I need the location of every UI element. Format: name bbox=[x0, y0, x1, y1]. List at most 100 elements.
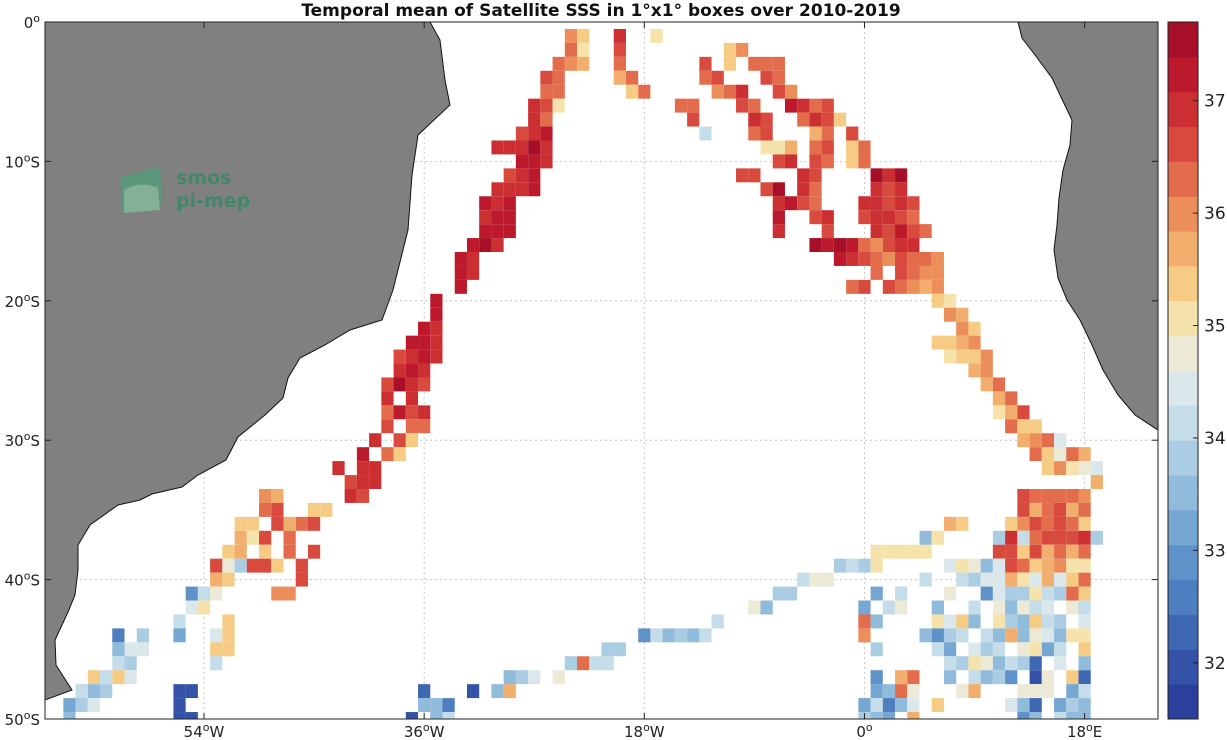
sss-cell bbox=[968, 349, 981, 364]
sss-cell bbox=[1017, 488, 1030, 503]
sss-cell bbox=[931, 698, 944, 713]
sss-cell bbox=[552, 84, 565, 99]
sss-cell bbox=[809, 238, 822, 253]
sss-cell bbox=[943, 307, 957, 322]
sss-cell bbox=[992, 600, 1006, 615]
sss-cell bbox=[63, 698, 76, 713]
sss-cell bbox=[271, 488, 284, 503]
sss-cell bbox=[638, 628, 651, 643]
sss-cell bbox=[956, 684, 969, 699]
sss-cell bbox=[1041, 600, 1055, 615]
sss-cell bbox=[895, 544, 908, 559]
sss-cell bbox=[1066, 628, 1079, 643]
colorbar-swatch bbox=[1168, 22, 1198, 58]
sss-cell bbox=[540, 112, 553, 127]
sss-cell bbox=[1066, 586, 1079, 601]
sss-cell bbox=[1017, 614, 1030, 629]
sss-cell bbox=[846, 252, 859, 266]
sss-cell bbox=[980, 377, 993, 392]
sss-cell bbox=[662, 628, 675, 643]
sss-cell bbox=[246, 516, 260, 531]
sss-cell bbox=[405, 391, 419, 406]
sss-cell bbox=[430, 698, 443, 713]
sss-cell bbox=[418, 377, 431, 392]
sss-cell bbox=[503, 140, 516, 155]
sss-cell bbox=[1066, 712, 1079, 719]
sss-cell bbox=[882, 224, 896, 239]
sss-cell bbox=[748, 600, 761, 615]
sss-cell bbox=[797, 168, 810, 183]
sss-cell bbox=[1005, 419, 1018, 434]
sss-cell bbox=[381, 419, 394, 434]
sss-cell bbox=[418, 419, 431, 434]
sss-cell bbox=[479, 238, 492, 253]
sss-cell bbox=[259, 530, 272, 545]
sss-cell bbox=[1017, 572, 1030, 587]
sss-cell bbox=[405, 433, 419, 448]
sss-cell bbox=[895, 182, 908, 197]
sss-cell bbox=[1017, 642, 1030, 657]
sss-cell bbox=[625, 70, 639, 85]
sss-cell bbox=[515, 140, 529, 155]
sss-cell bbox=[393, 349, 406, 364]
sss-cell bbox=[968, 614, 981, 629]
sss-cell bbox=[968, 558, 981, 573]
sss-cell bbox=[931, 530, 944, 545]
sss-cell bbox=[418, 698, 431, 713]
sss-cell bbox=[1054, 572, 1067, 587]
colorbar-tick-label: 33 bbox=[1204, 541, 1226, 561]
colorbar-swatch bbox=[1168, 440, 1198, 476]
sss-cell bbox=[1029, 586, 1042, 601]
sss-cell bbox=[980, 656, 993, 671]
sss-cell bbox=[1029, 656, 1042, 671]
sss-cell bbox=[907, 224, 920, 239]
sss-cell bbox=[332, 461, 345, 476]
sss-cell bbox=[1029, 712, 1042, 719]
sss-cell bbox=[1005, 600, 1018, 615]
sss-cell bbox=[356, 488, 370, 503]
sss-cell bbox=[442, 698, 455, 713]
sss-cell bbox=[1029, 488, 1042, 503]
sss-cell bbox=[1066, 558, 1079, 573]
sss-cell bbox=[1029, 502, 1042, 517]
sss-cell bbox=[1041, 544, 1055, 559]
sss-cell bbox=[711, 614, 724, 629]
sss-cell bbox=[625, 84, 639, 99]
sss-cell bbox=[540, 84, 553, 99]
sss-cell bbox=[63, 712, 76, 719]
sss-cell bbox=[821, 238, 834, 253]
sss-cell bbox=[100, 684, 113, 699]
sss-cell bbox=[858, 698, 871, 713]
colorbar-swatch bbox=[1168, 56, 1198, 93]
sss-cell bbox=[503, 196, 516, 211]
sss-cell bbox=[858, 614, 871, 629]
sss-cell bbox=[956, 628, 969, 643]
sss-cell bbox=[1041, 516, 1055, 531]
sss-cell bbox=[895, 265, 908, 280]
sss-cell bbox=[882, 252, 896, 266]
sss-cell bbox=[112, 656, 125, 671]
sss-cell bbox=[515, 168, 529, 183]
sss-cell bbox=[968, 670, 981, 685]
sss-cell bbox=[943, 293, 957, 308]
colorbar-swatch bbox=[1168, 684, 1198, 720]
sss-cell bbox=[846, 140, 859, 155]
sss-cell bbox=[760, 126, 773, 141]
sss-cell bbox=[711, 84, 724, 99]
sss-cell bbox=[552, 98, 565, 113]
sss-cell bbox=[1041, 670, 1055, 685]
sss-cell bbox=[748, 112, 761, 127]
sss-cell bbox=[442, 712, 455, 719]
sss-cell bbox=[418, 363, 431, 378]
sss-cell bbox=[760, 70, 773, 85]
sss-cell bbox=[528, 182, 541, 197]
sss-cell bbox=[956, 349, 969, 364]
sss-cell bbox=[1041, 628, 1055, 643]
sss-cell bbox=[919, 279, 932, 294]
sss-cell bbox=[466, 684, 480, 699]
sss-cell bbox=[846, 154, 859, 169]
sss-cell bbox=[992, 628, 1006, 643]
sss-cell bbox=[613, 28, 626, 43]
sss-cell bbox=[124, 670, 137, 685]
sss-cell bbox=[1054, 698, 1067, 713]
